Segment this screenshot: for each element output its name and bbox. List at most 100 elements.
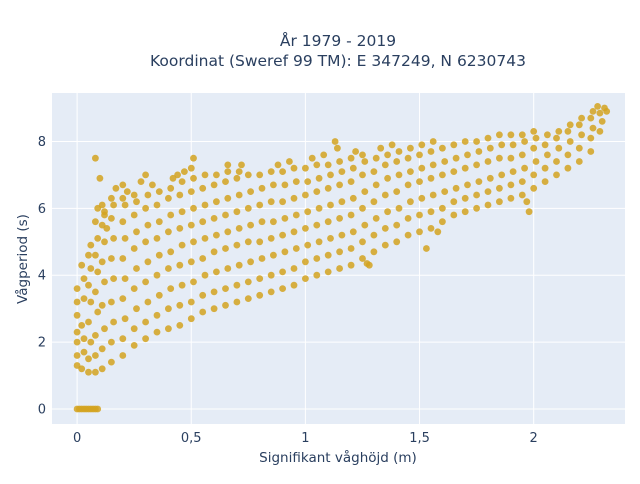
- data-point: [324, 268, 332, 276]
- data-point: [464, 151, 471, 159]
- y-tick-label: 0: [38, 402, 46, 417]
- data-point: [381, 241, 389, 249]
- data-point: [496, 131, 503, 139]
- data-point: [92, 251, 99, 259]
- data-point: [452, 154, 460, 162]
- data-point: [92, 368, 99, 376]
- data-point: [94, 308, 102, 316]
- data-point: [130, 285, 138, 292]
- data-point: [133, 305, 140, 313]
- data-point: [80, 275, 88, 282]
- data-point: [87, 241, 95, 249]
- data-point: [281, 215, 289, 222]
- data-point: [427, 148, 435, 155]
- data-point: [258, 184, 266, 192]
- data-point: [155, 218, 163, 226]
- data-point: [530, 144, 538, 152]
- data-point: [133, 265, 140, 272]
- data-point: [73, 328, 81, 336]
- data-point: [187, 298, 195, 306]
- data-point: [199, 308, 207, 316]
- data-point: [532, 134, 540, 142]
- data-point: [541, 141, 549, 149]
- data-point: [290, 228, 298, 236]
- data-point: [201, 171, 209, 179]
- data-point: [507, 131, 515, 139]
- data-point: [167, 184, 175, 192]
- data-point: [247, 188, 255, 196]
- data-point: [302, 275, 309, 282]
- data-point: [334, 144, 341, 152]
- data-point: [315, 174, 323, 182]
- data-point: [153, 328, 161, 336]
- data-point: [178, 208, 186, 216]
- data-point: [518, 178, 526, 186]
- data-point: [92, 154, 99, 162]
- data-point: [73, 298, 81, 306]
- data-point: [144, 258, 152, 266]
- data-point: [181, 168, 188, 176]
- data-point: [176, 225, 184, 232]
- data-point: [130, 342, 138, 349]
- data-point: [279, 285, 286, 292]
- data-point: [418, 194, 426, 202]
- data-point: [167, 285, 175, 292]
- data-point: [87, 265, 95, 272]
- data-point: [213, 231, 220, 239]
- data-point: [153, 201, 161, 209]
- data-point: [235, 225, 243, 232]
- x-tick-label: 0,5: [181, 431, 202, 446]
- data-point: [94, 405, 102, 413]
- data-point: [210, 248, 218, 256]
- data-point: [98, 301, 106, 309]
- data-point: [190, 174, 197, 182]
- data-point: [119, 335, 127, 343]
- data-point: [85, 368, 92, 376]
- data-point: [370, 198, 378, 206]
- data-point: [313, 271, 321, 279]
- chart-subtitle: Koordinat (Sweref 99 TM): E 347249, N 62…: [150, 52, 526, 70]
- data-point: [544, 151, 551, 159]
- data-point: [121, 201, 129, 209]
- data-point: [130, 211, 138, 219]
- data-point: [201, 201, 209, 209]
- data-point: [258, 255, 266, 262]
- data-point: [566, 121, 574, 129]
- y-tick-labels: 0 2 4 6 8: [38, 135, 46, 417]
- data-point: [336, 248, 343, 256]
- data-point: [578, 131, 585, 139]
- data-point: [359, 151, 366, 159]
- data-point: [169, 174, 177, 182]
- data-point: [233, 241, 241, 249]
- data-point: [575, 144, 583, 152]
- data-point: [416, 178, 423, 186]
- data-point: [518, 191, 526, 199]
- data-point: [121, 275, 129, 282]
- data-point: [434, 228, 442, 236]
- data-point: [555, 127, 563, 135]
- data-point: [108, 215, 115, 222]
- data-point: [315, 238, 323, 246]
- data-point: [210, 288, 218, 296]
- data-point: [589, 124, 597, 132]
- data-point: [92, 352, 99, 359]
- data-point: [130, 191, 138, 199]
- data-point: [165, 194, 172, 202]
- data-point: [359, 204, 366, 212]
- data-point: [178, 241, 186, 249]
- data-point: [509, 168, 517, 176]
- data-point: [461, 208, 469, 216]
- data-point: [564, 164, 572, 172]
- data-point: [370, 248, 378, 256]
- data-point: [149, 181, 156, 189]
- data-point: [313, 255, 321, 262]
- data-point: [507, 181, 515, 189]
- data-point: [327, 235, 334, 242]
- data-point: [98, 345, 106, 353]
- y-tick-label: 2: [38, 336, 46, 351]
- data-point: [393, 188, 401, 196]
- data-point: [553, 134, 560, 142]
- data-point: [201, 235, 209, 242]
- data-point: [347, 261, 355, 269]
- data-point: [233, 298, 241, 306]
